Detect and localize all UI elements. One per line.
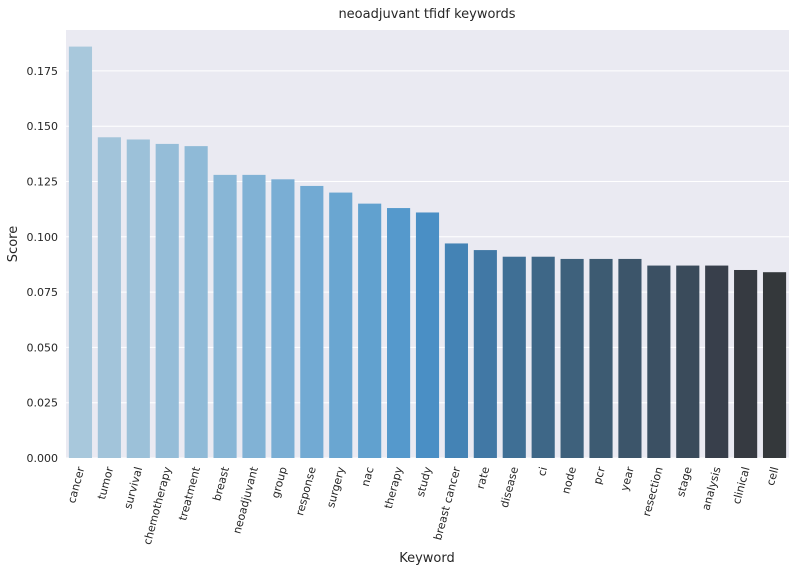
x-tick-label: treatment xyxy=(176,465,203,522)
x-tick-label: tumor xyxy=(95,465,116,501)
x-tick-label: cell xyxy=(764,465,781,487)
x-tick-label: stage xyxy=(674,465,695,498)
x-tick-label: year xyxy=(618,465,637,493)
x-tick-label: ci xyxy=(535,465,550,477)
x-tick-label: neoadjuvant xyxy=(231,465,262,535)
x-axis-title: Keyword xyxy=(399,551,455,566)
y-tick-label: 0.175 xyxy=(27,65,59,78)
bar-stage xyxy=(676,265,700,458)
bar-breast xyxy=(213,174,237,459)
x-tick-label: response xyxy=(293,465,319,517)
bar-neoadjuvant xyxy=(242,174,266,459)
x-tick-label: pcr xyxy=(591,465,608,486)
x-tick-label: survival xyxy=(121,465,145,510)
bar-chemotherapy xyxy=(155,143,179,458)
y-tick-label: 0.025 xyxy=(27,397,59,410)
bar-response xyxy=(300,185,324,458)
x-tick-label: cancer xyxy=(65,465,87,505)
y-tick-label: 0.050 xyxy=(27,341,59,354)
x-tick-label: resection xyxy=(640,465,666,517)
bar-disease xyxy=(502,256,526,458)
x-tick-label: surgery xyxy=(324,465,348,509)
x-tick-label: therapy xyxy=(382,465,406,510)
bar-group xyxy=(271,179,295,459)
bar-rate xyxy=(473,250,497,458)
bar-cell xyxy=(762,272,787,458)
x-tick-label: breast cancer xyxy=(431,465,463,542)
bars xyxy=(68,46,787,459)
bar-clinical xyxy=(734,269,758,458)
bar-year xyxy=(618,258,642,458)
x-tick-label: node xyxy=(559,465,579,495)
x-tick-label: rate xyxy=(474,465,492,490)
y-tick-labels: 0.000 0.025 0.050 0.075 0.100 0.125 0.150 0.175 xyxy=(27,65,59,465)
y-tick-label: 0.075 xyxy=(27,286,59,299)
chart-title: neoadjuvant tfidf keywords xyxy=(338,7,515,22)
bar-cancer xyxy=(68,46,93,459)
x-tick-label: breast xyxy=(210,465,232,503)
bar-therapy xyxy=(387,208,411,458)
x-tick-label: analysis xyxy=(700,465,724,512)
bar-study xyxy=(415,212,440,458)
bar-survival xyxy=(126,139,150,458)
y-tick-label: 0.100 xyxy=(27,231,59,244)
bar-treatment xyxy=(184,146,208,458)
bar-ci xyxy=(531,256,555,458)
bar-surgery xyxy=(329,192,353,458)
x-tick-label: chemotherapy xyxy=(141,465,174,546)
y-tick-label: 0.150 xyxy=(27,120,59,133)
x-tick-label: group xyxy=(269,465,290,499)
bar-nac xyxy=(358,203,382,458)
y-tick-label: 0.000 xyxy=(27,452,59,465)
bar-pcr xyxy=(589,258,613,458)
y-axis-title: Score xyxy=(6,226,21,262)
x-tick-label: study xyxy=(414,465,435,498)
x-tick-label: clinical xyxy=(730,465,752,505)
bar-resection xyxy=(647,265,671,458)
bar-node xyxy=(560,258,584,458)
bar-breast-cancer xyxy=(444,243,468,458)
y-tick-label: 0.125 xyxy=(27,176,59,189)
bar-analysis xyxy=(705,265,729,458)
bar-tumor xyxy=(97,137,121,458)
x-tick-label: disease xyxy=(498,465,521,509)
x-tick-label: nac xyxy=(359,465,377,487)
